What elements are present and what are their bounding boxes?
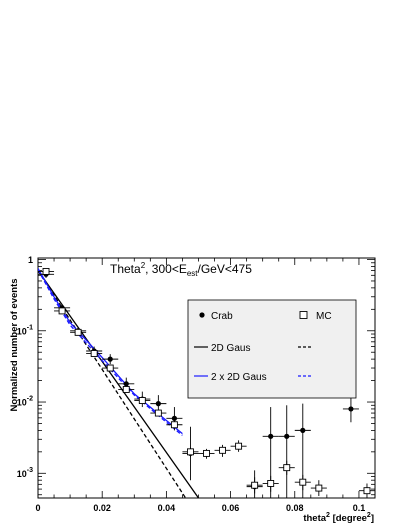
mc-marker — [106, 364, 114, 372]
mc-marker — [235, 442, 243, 450]
y-tick-label: 1 — [28, 255, 33, 265]
data-points — [38, 267, 375, 498]
legend-crab-marker — [199, 312, 205, 318]
fit-curves — [38, 268, 200, 498]
crab-point — [278, 405, 295, 498]
y-axis-label: Normalized number of events — [9, 278, 20, 411]
mc-point — [182, 447, 199, 457]
mc-point — [102, 364, 119, 372]
crab-marker — [284, 433, 290, 439]
mc-point — [70, 328, 87, 336]
x-tick-label: 0.08 — [286, 503, 304, 513]
y-tick-labels: 1 10-1 10-2 10-3 — [17, 255, 33, 479]
mc-marker — [299, 478, 307, 486]
axis-ticks — [37, 258, 376, 498]
mc-point — [278, 460, 295, 475]
mc-marker — [203, 449, 210, 457]
legend-box — [187, 299, 357, 399]
y-tick-label: 10-3 — [17, 467, 33, 479]
mc-point — [86, 350, 103, 357]
x-tick-label: 0.04 — [158, 503, 176, 513]
x-tick-labels: 0 0.02 0.04 0.06 0.08 0.1 — [35, 503, 365, 513]
mc-marker — [219, 446, 226, 454]
legend-mc-label: MC — [316, 311, 332, 322]
crab-marker — [171, 415, 178, 421]
mc-point — [246, 477, 263, 494]
mc-marker — [58, 307, 66, 315]
mc-marker — [283, 464, 291, 472]
plot-frame — [37, 257, 376, 499]
legend-crab-label: Crab — [211, 311, 233, 322]
crab-marker — [348, 406, 354, 412]
mc-point — [262, 475, 279, 492]
mc-marker — [315, 484, 323, 492]
legend-mc-marker — [299, 311, 308, 319]
mc-marker — [154, 409, 162, 417]
mc-marker — [90, 350, 98, 357]
crab-marker — [300, 427, 306, 433]
crab-point — [342, 396, 359, 423]
fit-curve-2-x-2d-gaus-crab — [38, 268, 183, 435]
mc-marker — [251, 481, 259, 489]
mc-point — [310, 480, 327, 497]
mc-marker — [74, 328, 82, 336]
x-tick-label: 0 — [35, 503, 40, 513]
fit-curve-2d-gaus-mc — [38, 270, 187, 498]
mc-marker — [267, 480, 275, 487]
y-tick-label: 10-1 — [17, 324, 33, 336]
mc-point — [198, 448, 215, 459]
x-tick-label: 0.06 — [222, 503, 240, 513]
crab-marker — [268, 433, 274, 439]
mc-marker — [187, 448, 194, 456]
mc-point — [358, 483, 375, 498]
mc-point — [38, 267, 55, 275]
crab-point — [150, 395, 167, 413]
y-tick-label: 10-2 — [17, 396, 33, 408]
legend: Crab MC 2D Gaus 2 x 2D Gaus — [187, 299, 357, 399]
legend-gaus-label: 2D Gaus — [211, 343, 250, 354]
mc-point — [118, 386, 135, 393]
mc-point — [166, 421, 183, 429]
crab-marker — [107, 356, 113, 362]
mc-marker — [170, 421, 178, 429]
mc-point — [294, 474, 311, 491]
x-tick-label: 0.1 — [353, 503, 366, 513]
x-tick-label: 0.02 — [93, 503, 111, 513]
fit-curve-2-x-2d-gaus-mc — [38, 269, 183, 436]
crab-marker — [155, 401, 161, 407]
mc-marker — [138, 397, 146, 404]
crab-marker — [123, 381, 129, 387]
crab-point — [102, 354, 119, 365]
mc-point — [134, 397, 151, 404]
mc-marker — [42, 267, 50, 275]
mc-point — [230, 440, 247, 452]
mc-point — [54, 307, 71, 315]
x-axis-label: theta2 [degree2] — [303, 512, 374, 524]
mc-marker — [122, 386, 130, 393]
mc-marker — [363, 487, 371, 495]
mc-point — [150, 409, 167, 417]
mc-point — [214, 444, 231, 457]
chart-title: Theta2, 300<Eest/GeV<475 — [110, 261, 252, 278]
legend-double-gaus-label: 2 x 2D Gaus — [211, 372, 267, 383]
